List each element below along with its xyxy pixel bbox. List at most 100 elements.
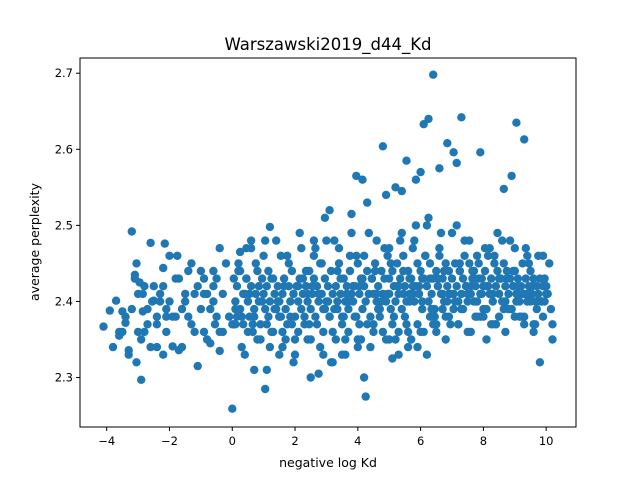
data-point xyxy=(501,327,510,337)
data-point xyxy=(399,266,408,276)
data-point xyxy=(526,297,535,306)
data-point xyxy=(229,274,238,283)
data-point xyxy=(542,282,551,291)
data-point xyxy=(380,244,389,253)
data-point xyxy=(472,251,482,260)
data-point xyxy=(133,327,143,337)
data-point xyxy=(383,251,392,260)
data-point xyxy=(314,297,323,306)
x-tick-label: 4 xyxy=(354,434,361,448)
data-point xyxy=(314,289,323,299)
data-point xyxy=(352,171,361,181)
data-point xyxy=(512,297,521,306)
data-point xyxy=(377,266,386,276)
data-point xyxy=(273,297,282,306)
data-point xyxy=(427,304,436,314)
data-point xyxy=(374,304,383,314)
data-point xyxy=(162,312,171,321)
data-point xyxy=(531,320,540,329)
data-point xyxy=(452,282,461,291)
data-point xyxy=(477,289,486,299)
data-point xyxy=(334,259,344,268)
data-point xyxy=(148,297,157,306)
data-point xyxy=(394,327,403,337)
data-point xyxy=(433,282,443,291)
data-point xyxy=(231,304,240,314)
data-point xyxy=(424,213,433,222)
data-point xyxy=(279,282,289,291)
data-point xyxy=(242,244,251,253)
data-point xyxy=(181,289,190,299)
data-point xyxy=(305,320,314,329)
data-point xyxy=(165,297,174,306)
data-point xyxy=(330,236,339,245)
data-point xyxy=(499,304,508,314)
data-point xyxy=(221,259,231,268)
data-point xyxy=(193,361,202,371)
data-point xyxy=(534,251,543,260)
data-point xyxy=(480,266,490,276)
data-point xyxy=(209,282,218,291)
data-point xyxy=(479,282,488,291)
data-point xyxy=(270,289,279,299)
data-point xyxy=(363,320,372,329)
data-point xyxy=(254,282,264,291)
data-point xyxy=(146,238,155,248)
data-point xyxy=(394,350,403,359)
data-point xyxy=(502,274,512,283)
data-point xyxy=(425,259,435,268)
data-point xyxy=(510,312,519,321)
data-point xyxy=(270,304,279,314)
data-point xyxy=(336,274,345,283)
data-point xyxy=(479,312,488,321)
data-point xyxy=(149,282,158,291)
data-point xyxy=(413,320,422,329)
data-point xyxy=(460,251,469,260)
data-point xyxy=(370,259,380,268)
plot-frame xyxy=(79,57,577,428)
data-point xyxy=(510,244,519,253)
data-point xyxy=(397,186,406,196)
data-point xyxy=(438,289,447,299)
data-point xyxy=(422,282,432,291)
data-point xyxy=(449,148,458,157)
data-point xyxy=(206,304,215,314)
data-point xyxy=(323,297,333,306)
data-point xyxy=(388,320,397,329)
data-point xyxy=(124,350,133,359)
data-points xyxy=(99,70,557,413)
data-point xyxy=(507,171,516,181)
y-tick-label: 2.4 xyxy=(55,294,73,308)
data-point xyxy=(501,297,510,306)
data-point xyxy=(366,342,375,352)
data-point xyxy=(143,304,152,314)
data-point xyxy=(392,259,402,268)
data-point xyxy=(242,274,251,283)
data-point xyxy=(173,251,182,260)
data-point xyxy=(309,236,319,245)
x-tick-label: 10 xyxy=(539,434,554,448)
data-point xyxy=(521,274,530,283)
data-point xyxy=(432,266,441,276)
data-point xyxy=(262,282,271,291)
data-point xyxy=(325,206,334,215)
data-point xyxy=(425,274,435,283)
data-point xyxy=(352,251,361,260)
data-point xyxy=(491,320,501,329)
data-point xyxy=(418,274,427,283)
data-point xyxy=(407,335,416,344)
data-point xyxy=(184,312,193,321)
data-point xyxy=(402,320,411,329)
data-point xyxy=(289,289,298,299)
data-point xyxy=(358,274,367,283)
data-point xyxy=(155,297,165,306)
data-point xyxy=(196,304,206,314)
data-point xyxy=(199,327,209,337)
x-tick-label: −4 xyxy=(98,434,115,448)
data-point xyxy=(386,259,395,268)
data-point xyxy=(209,266,218,276)
data-point xyxy=(284,259,293,268)
data-point xyxy=(177,304,187,314)
data-point xyxy=(239,320,248,329)
data-point xyxy=(483,251,493,260)
